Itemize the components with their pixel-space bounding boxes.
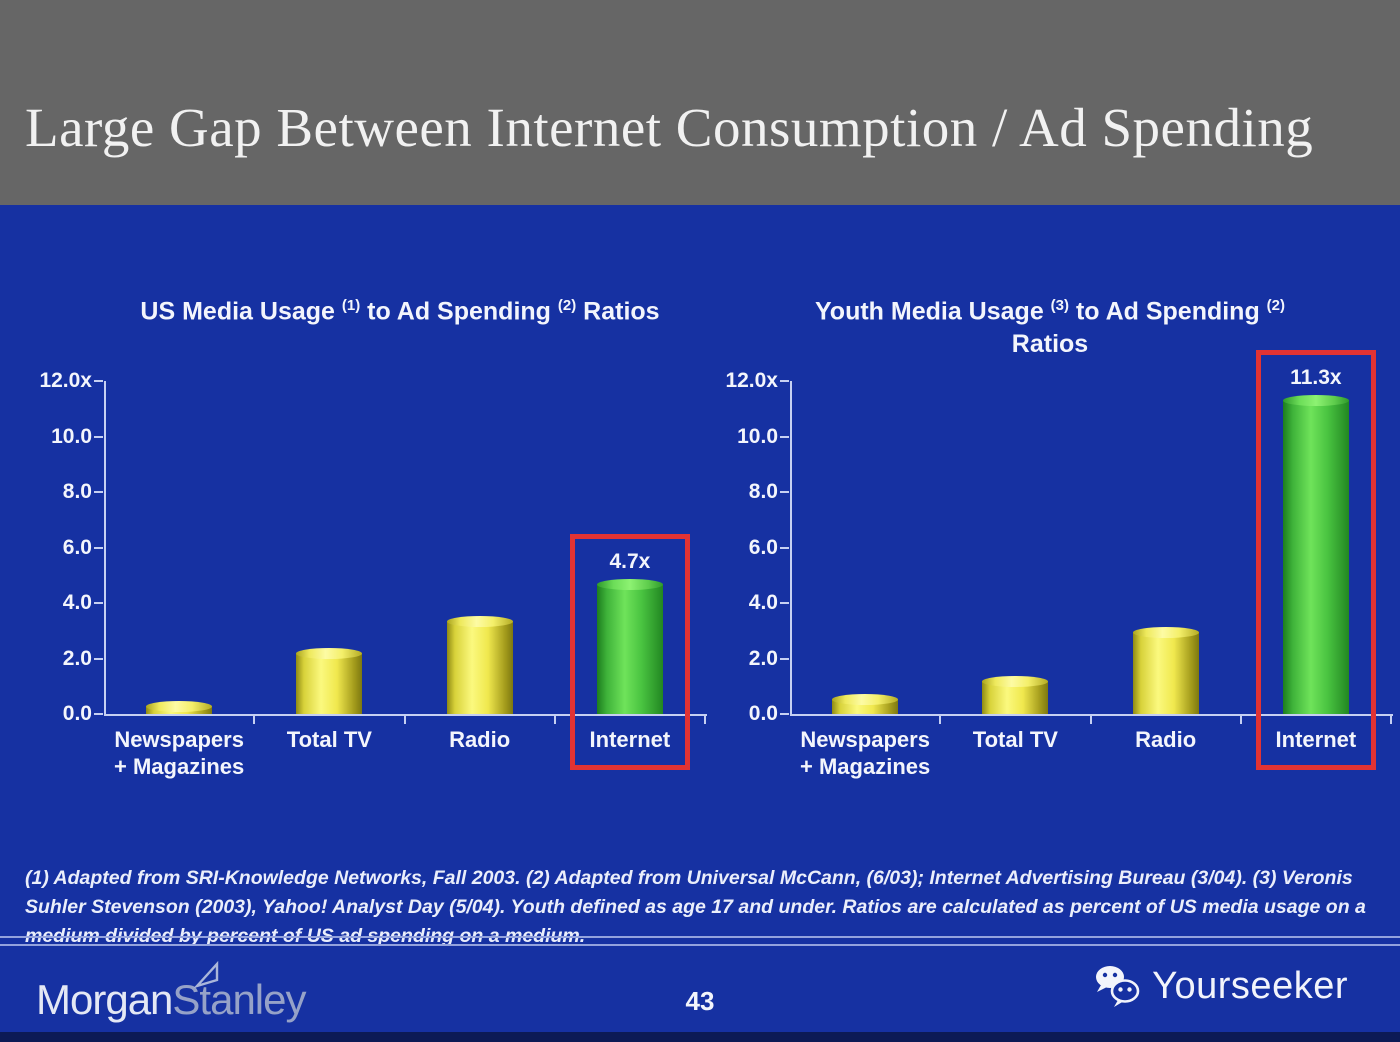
category-label-line: Total TV	[972, 727, 1058, 752]
y-tick-label: 6.0	[62, 535, 92, 559]
brand-part-stanley: Stanley	[172, 976, 306, 1023]
x-tick-mark	[939, 716, 942, 724]
right-chart-title: Youth Media Usage (3) to Ad Spending (2)…	[760, 289, 1340, 361]
category-label-line: Newspapers	[114, 727, 244, 752]
separator-line-bottom	[0, 944, 1400, 946]
title-text: to Ad Spending	[1069, 297, 1267, 326]
left-chart-title: US Media Usage (1) to Ad Spending (2) Ra…	[80, 289, 720, 328]
brand-part-morgan: Morgan	[36, 976, 173, 1023]
watermark: Yourseeker	[1094, 964, 1348, 1008]
category-label-newspapers-magazines: Newspapers + Magazines	[790, 726, 940, 780]
title-superscript: (3)	[1050, 297, 1070, 314]
y-tick-mark	[780, 491, 789, 493]
title-superscript: (2)	[557, 297, 577, 314]
bar-radio	[1132, 627, 1199, 714]
y-tick-label: 12.0x	[39, 369, 92, 392]
x-tick-mark	[1239, 716, 1242, 724]
highlight-box-internet	[569, 533, 690, 770]
bar-internet	[596, 578, 663, 714]
y-tick-mark	[94, 546, 103, 549]
y-tick-label: 6.0	[748, 535, 778, 559]
y-tick-mark	[94, 380, 103, 382]
y-tick-label: 10.0	[51, 424, 92, 448]
bottom-strip	[0, 1032, 1400, 1042]
y-tick-mark	[780, 546, 789, 549]
page-number: 43	[685, 986, 715, 1016]
y-tick-label: 10.0	[737, 424, 778, 448]
slide-title: Large Gap Between Internet Consumption /…	[25, 97, 1314, 158]
x-tick-mark	[704, 716, 706, 724]
y-tick-mark	[94, 602, 103, 604]
category-label-total-tv: Total TV	[940, 726, 1090, 753]
watermark-label: Yourseeker	[1152, 964, 1348, 1007]
y-tick-mark	[780, 380, 789, 382]
value-label-internet: 4.7x	[609, 549, 651, 573]
x-axis-line	[790, 714, 1393, 716]
y-tick-label: 0.0	[62, 702, 92, 725]
footnote: (1) Adapted from SRI-Knowledge Networks,…	[25, 867, 1366, 947]
title-text: Youth Media Usage	[814, 297, 1051, 326]
category-label-radio: Radio	[1091, 726, 1241, 753]
separator-line-top	[0, 936, 1400, 938]
category-label-line: + Magazines	[800, 754, 931, 779]
category-label-line: + Magazines	[114, 754, 245, 779]
title-text: Ratios	[576, 297, 660, 326]
bar-internet	[1282, 395, 1349, 714]
y-tick-mark	[780, 657, 789, 660]
y-tick-mark	[94, 435, 103, 438]
bar-total-tv	[296, 647, 363, 714]
y-tick-mark	[780, 713, 789, 715]
y-tick-mark	[94, 713, 103, 715]
bar-radio	[446, 616, 513, 714]
y-tick-label: 4.0	[62, 591, 92, 614]
morgan-stanley-logo: MorganStanley	[36, 960, 307, 1024]
category-label-internet: Internet	[555, 726, 705, 753]
y-tick-label: 0.0	[748, 702, 778, 725]
bar-total-tv	[982, 675, 1049, 714]
wechat-icon	[1096, 966, 1140, 1007]
y-tick-label: 8.0	[62, 480, 92, 503]
y-tick-label: 2.0	[62, 646, 92, 670]
title-superscript: (1)	[341, 297, 361, 314]
highlight-box-internet	[1255, 350, 1376, 770]
title-band	[0, 0, 1400, 205]
x-tick-mark	[1390, 716, 1392, 724]
value-label-internet: 11.3x	[1290, 366, 1342, 390]
y-axis-line	[790, 381, 792, 716]
category-label-internet: Internet	[1241, 726, 1391, 753]
title-superscript: (2)	[1266, 297, 1286, 314]
title-text: to Ad Spending	[360, 297, 558, 326]
y-tick-label: 4.0	[748, 591, 778, 614]
category-label-total-tv: Total TV	[254, 726, 404, 753]
category-label-line: Radio	[1135, 727, 1197, 752]
y-tick-mark	[94, 657, 103, 660]
title-text: US Media Usage	[140, 297, 342, 326]
x-tick-mark	[253, 716, 256, 724]
y-tick-label: 2.0	[748, 646, 778, 670]
y-tick-mark	[780, 435, 789, 438]
left-chart-plot: 12.0x 10.0 8.0 6.0 4.0 2.0 0.0 Newspapers + Maga…	[30, 368, 720, 808]
y-tick-label: 8.0	[748, 480, 778, 503]
y-tick-mark	[94, 491, 103, 493]
x-axis-line	[104, 714, 707, 716]
x-tick-mark	[553, 716, 556, 724]
category-label-radio: Radio	[405, 726, 555, 753]
bar-newspapers-magazines	[832, 693, 899, 714]
title-text: Ratios	[1011, 330, 1089, 359]
x-tick-mark	[403, 716, 406, 724]
category-label-newspapers-magazines: Newspapers + Magazines	[104, 726, 254, 780]
morgan-stanley-flag-icon	[193, 960, 219, 989]
category-label-line: Radio	[449, 727, 511, 752]
category-label-line: Total TV	[286, 727, 372, 752]
category-label-line: Internet	[1275, 727, 1357, 752]
bar-newspapers-magazines	[146, 700, 213, 714]
category-label-line: Newspapers	[800, 727, 930, 752]
y-tick-label: 12.0x	[725, 369, 778, 392]
right-chart-plot: 12.0x 10.0 8.0 6.0 4.0 2.0 0.0 Newspapers + Maga…	[716, 350, 1400, 808]
category-label-line: Internet	[589, 727, 671, 752]
y-axis-line	[104, 381, 106, 716]
y-tick-mark	[780, 602, 789, 604]
x-tick-mark	[1089, 716, 1092, 724]
